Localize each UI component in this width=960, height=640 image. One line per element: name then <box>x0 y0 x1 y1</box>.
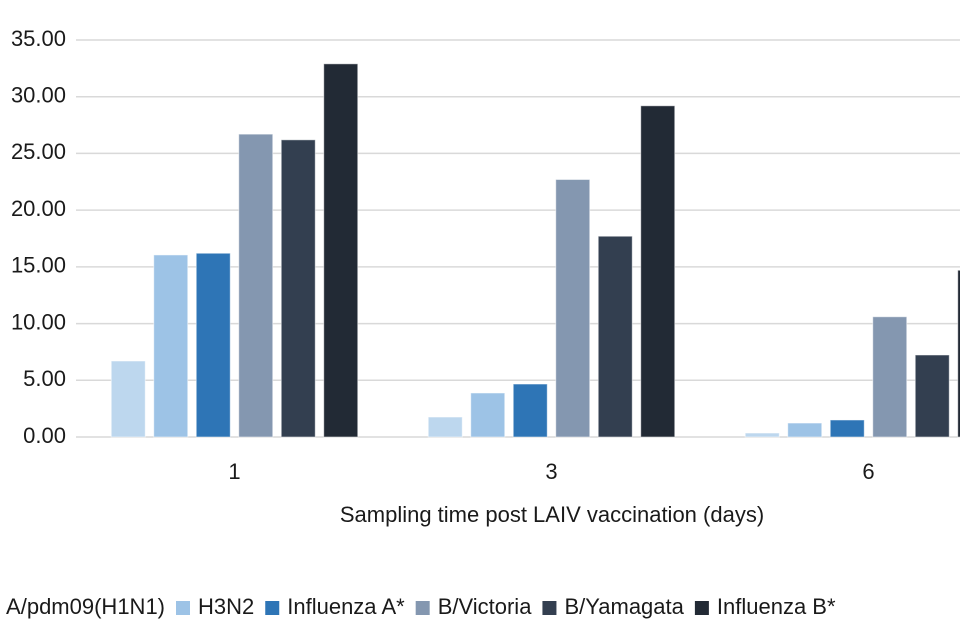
legend-label: Influenza A* <box>287 594 405 619</box>
y-tick-label: 25.00 <box>11 139 66 164</box>
bar <box>280 139 316 438</box>
y-tick-label: 10.00 <box>11 309 66 334</box>
y-tick-label: 15.00 <box>11 253 66 278</box>
bar <box>427 416 463 438</box>
legend-swatch <box>176 601 190 615</box>
bar <box>872 316 908 438</box>
legend-label: B/Victoria <box>438 594 533 619</box>
bar <box>640 105 676 438</box>
legend-label: A/pdm09(H1N1) <box>6 594 165 619</box>
x-axis-title: Sampling time post LAIV vaccination (day… <box>340 502 764 527</box>
bar <box>555 179 591 438</box>
y-tick-label: 0.00 <box>23 423 66 448</box>
bar <box>512 383 548 438</box>
legend-label: Influenza B* <box>717 594 836 619</box>
legend-swatch <box>542 601 557 615</box>
bar <box>110 360 146 438</box>
x-tick-label: 3 <box>545 459 557 484</box>
legend-swatch <box>415 601 430 615</box>
legend-swatch <box>265 601 280 615</box>
y-tick-label: 20.00 <box>11 196 66 221</box>
bar <box>787 422 823 438</box>
legend-swatch <box>694 601 709 615</box>
legend-label: B/Yamagata <box>564 594 684 619</box>
y-tick-label: 5.00 <box>23 366 66 391</box>
x-tick-label: 1 <box>228 459 240 484</box>
bar <box>744 432 780 438</box>
legend-label: H3N2 <box>198 594 254 619</box>
bar <box>195 252 231 438</box>
x-tick-label: 6 <box>862 459 874 484</box>
bar <box>153 254 189 438</box>
bar <box>597 235 633 438</box>
bar <box>957 269 960 438</box>
bar <box>470 392 506 438</box>
bar <box>238 133 274 438</box>
bar <box>829 419 865 438</box>
bar <box>914 354 950 438</box>
bar <box>323 63 359 438</box>
y-tick-label: 35.00 <box>11 26 66 51</box>
y-tick-label: 30.00 <box>11 83 66 108</box>
